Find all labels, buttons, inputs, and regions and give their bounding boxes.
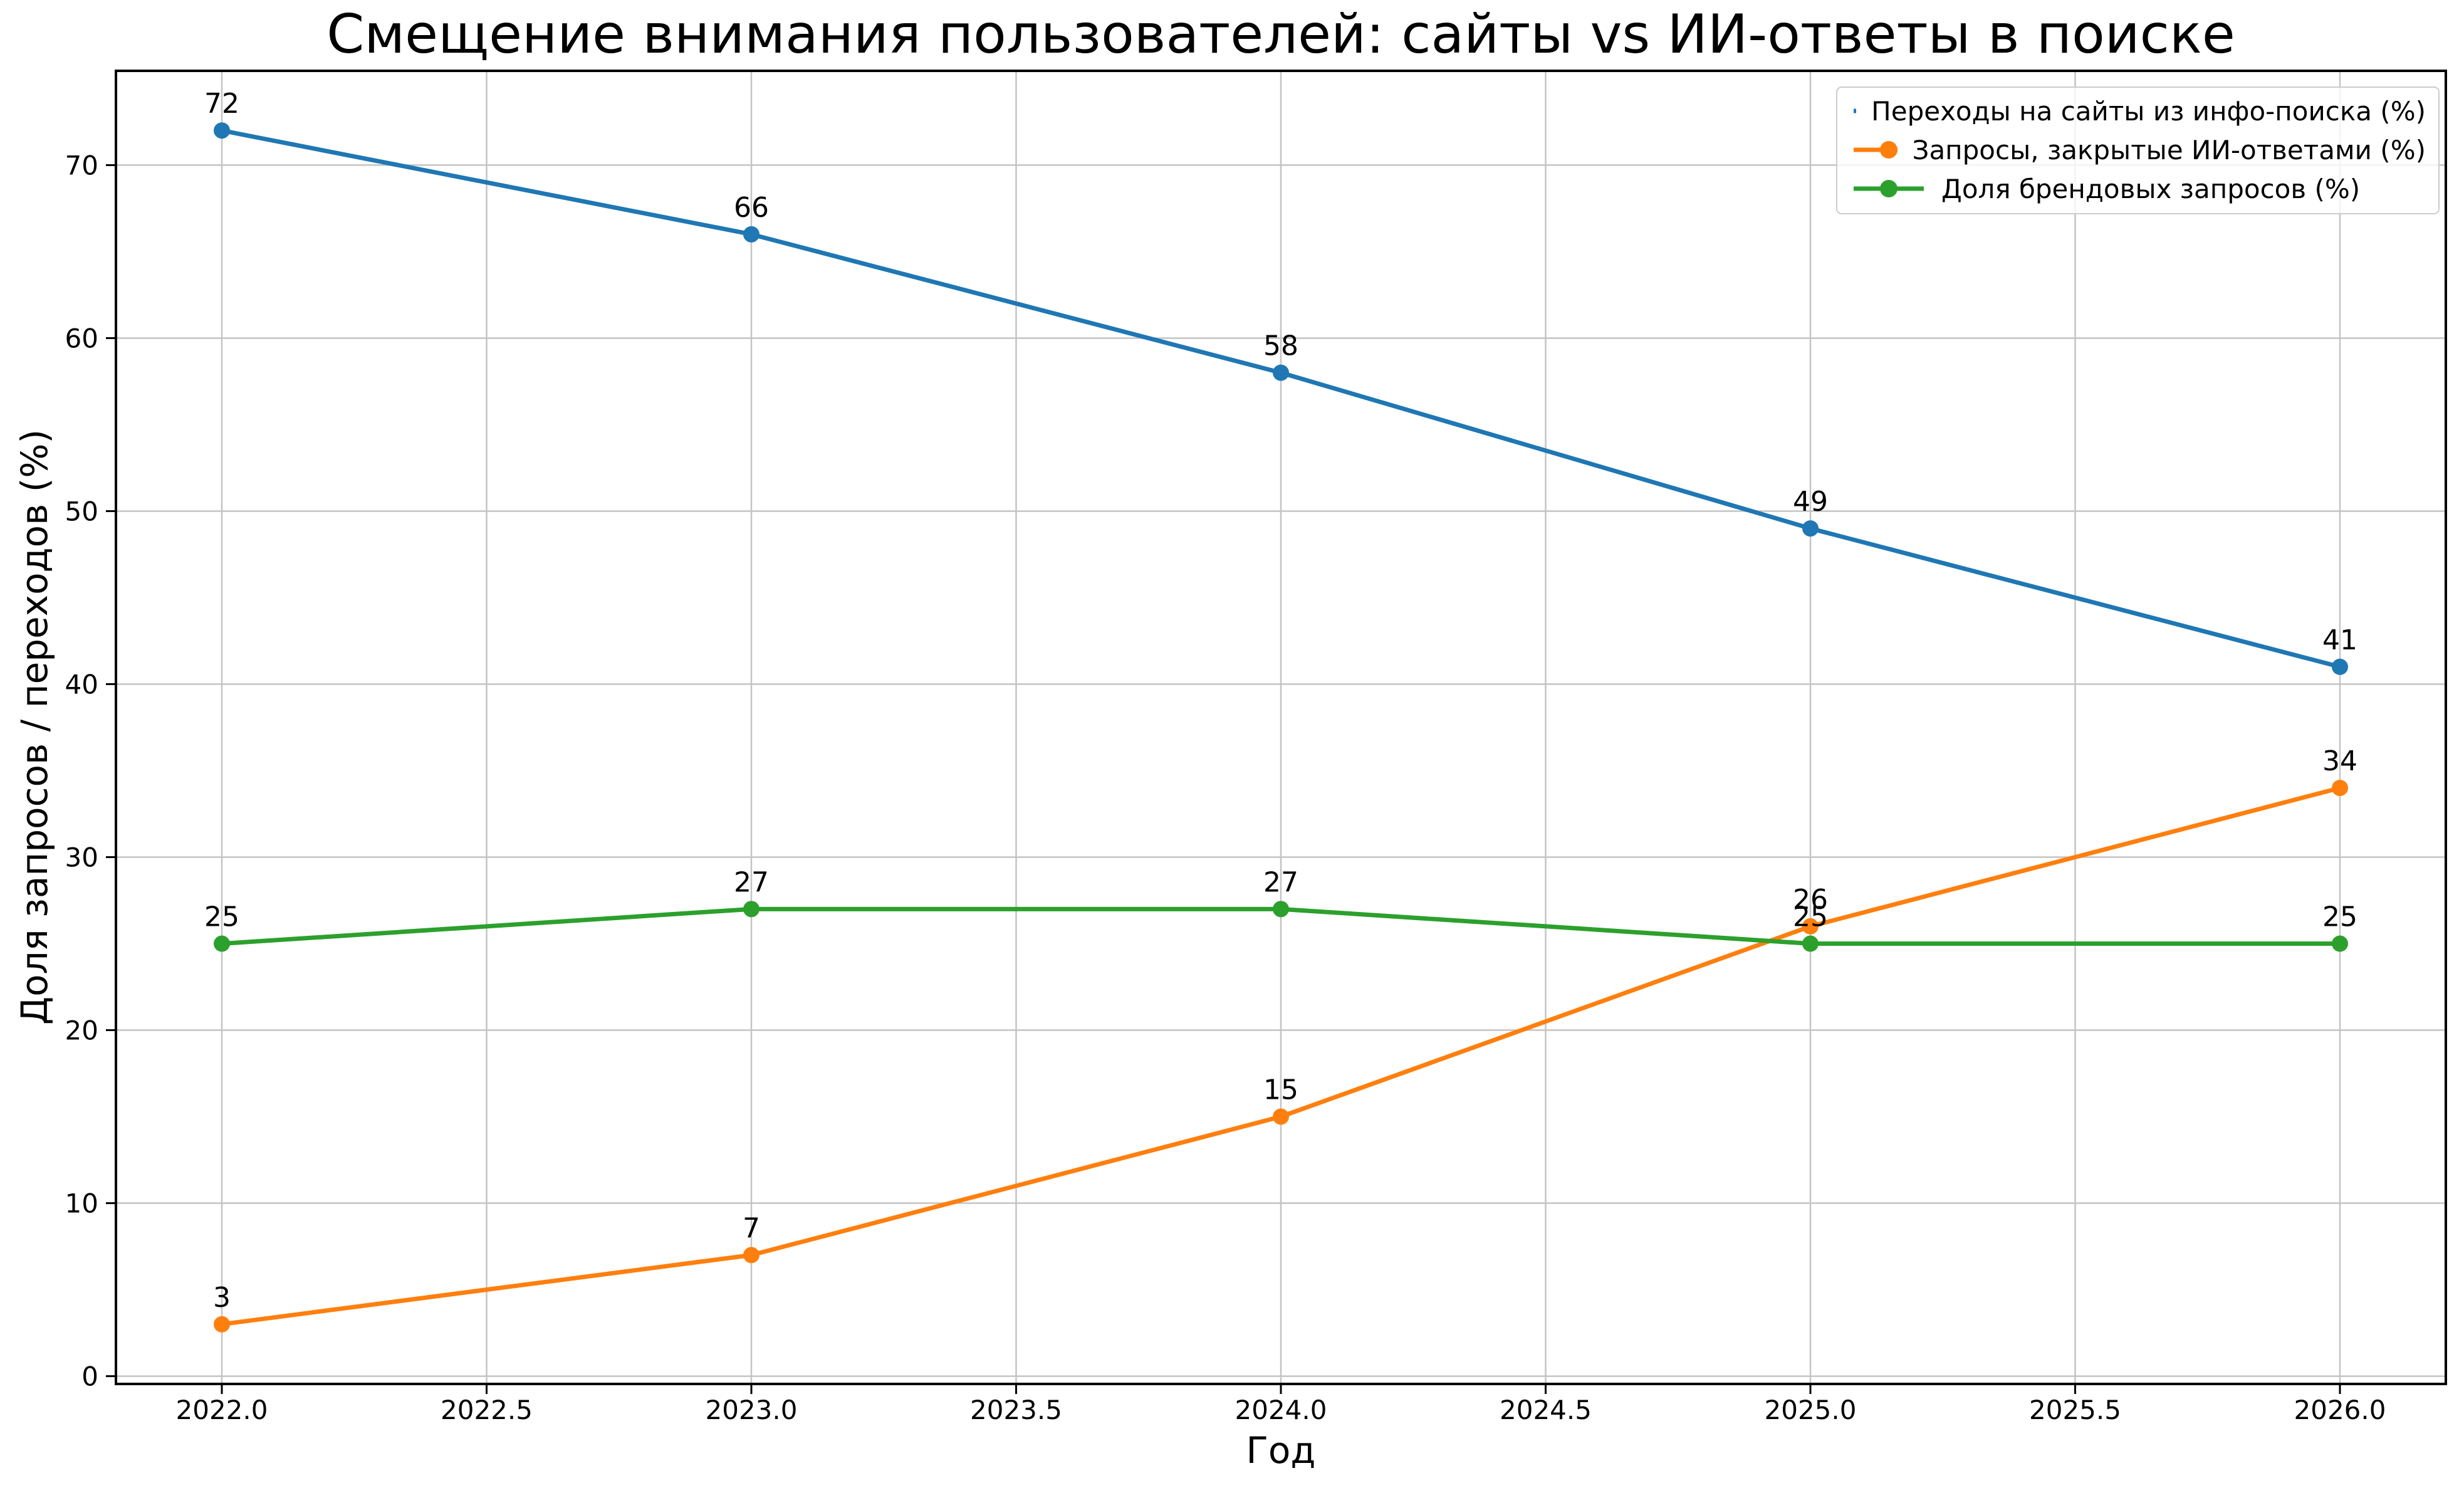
legend-item: Доля брендовых запросов (%) xyxy=(1851,169,2426,208)
legend-label: Доля брендовых запросов (%) xyxy=(1941,173,2361,204)
legend: Переходы на сайты из инфо-поиска (%) Зап… xyxy=(1836,86,2440,214)
data-point xyxy=(1802,918,1819,935)
data-point xyxy=(1273,901,1289,918)
legend-line-marker-icon xyxy=(1854,141,1898,159)
data-point xyxy=(1273,1108,1289,1125)
x-tick-label: 2023.5 xyxy=(970,1395,1062,1425)
point-label: 25 xyxy=(2322,901,2357,933)
legend-item: Переходы на сайты из инфо-поиска (%) xyxy=(1851,92,2426,130)
legend-line-marker-icon xyxy=(1854,180,1924,197)
x-tick-label: 2022.0 xyxy=(176,1395,268,1425)
data-point xyxy=(1802,520,1819,537)
y-tick-label: 40 xyxy=(65,669,98,699)
y-tick-label: 0 xyxy=(81,1361,98,1392)
axes-border xyxy=(115,70,2447,1385)
data-point xyxy=(2332,658,2348,675)
point-label: 66 xyxy=(734,192,769,224)
x-tick-label: 2025.0 xyxy=(1765,1395,1857,1425)
x-tick-label: 2024.5 xyxy=(1500,1395,1592,1425)
data-point xyxy=(2332,935,2348,952)
y-tick-label: 50 xyxy=(65,496,98,527)
point-label: 34 xyxy=(2322,745,2357,777)
x-tick-label: 2023.0 xyxy=(706,1395,798,1425)
point-label: 49 xyxy=(1793,486,1828,518)
point-label: 27 xyxy=(1263,866,1298,898)
legend-label: Запросы, закрытые ИИ-ответами (%) xyxy=(1912,134,2426,165)
point-label: 25 xyxy=(1793,901,1828,933)
y-tick-label: 70 xyxy=(65,150,98,181)
point-label: 26 xyxy=(1793,884,1828,916)
data-point xyxy=(1802,935,1819,952)
x-axis-label: Год xyxy=(1246,1429,1316,1472)
point-label: 58 xyxy=(1263,330,1298,362)
point-label: 7 xyxy=(743,1212,760,1244)
y-tick-label: 30 xyxy=(65,842,98,873)
data-point xyxy=(214,935,230,952)
data-point xyxy=(1273,364,1289,381)
legend-label: Переходы на сайты из инфо-поиска (%) xyxy=(1871,95,2426,127)
point-label: 3 xyxy=(213,1282,231,1314)
point-label: 41 xyxy=(2322,624,2357,656)
point-label: 25 xyxy=(204,901,239,933)
data-point xyxy=(743,1247,760,1264)
y-tick-label: 10 xyxy=(65,1188,98,1219)
point-label: 15 xyxy=(1263,1074,1298,1106)
data-point xyxy=(214,122,230,139)
point-label: 27 xyxy=(734,866,769,898)
data-point xyxy=(2332,780,2348,797)
y-tick-label: 20 xyxy=(65,1015,98,1046)
data-point xyxy=(743,226,760,243)
x-tick-label: 2024.0 xyxy=(1235,1395,1327,1425)
legend-line-marker-icon xyxy=(1854,108,1857,113)
data-point xyxy=(214,1316,230,1333)
x-tick-label: 2022.5 xyxy=(441,1395,533,1425)
y-tick-label: 60 xyxy=(65,323,98,354)
x-tick-label: 2026.0 xyxy=(2294,1395,2386,1425)
chart-title: Смещение внимания пользователей: сайты v… xyxy=(326,3,2235,66)
legend-item: Запросы, закрытые ИИ-ответами (%) xyxy=(1851,130,2426,169)
data-point xyxy=(743,901,760,918)
x-tick-label: 2025.5 xyxy=(2029,1395,2121,1425)
point-label: 72 xyxy=(204,88,239,120)
